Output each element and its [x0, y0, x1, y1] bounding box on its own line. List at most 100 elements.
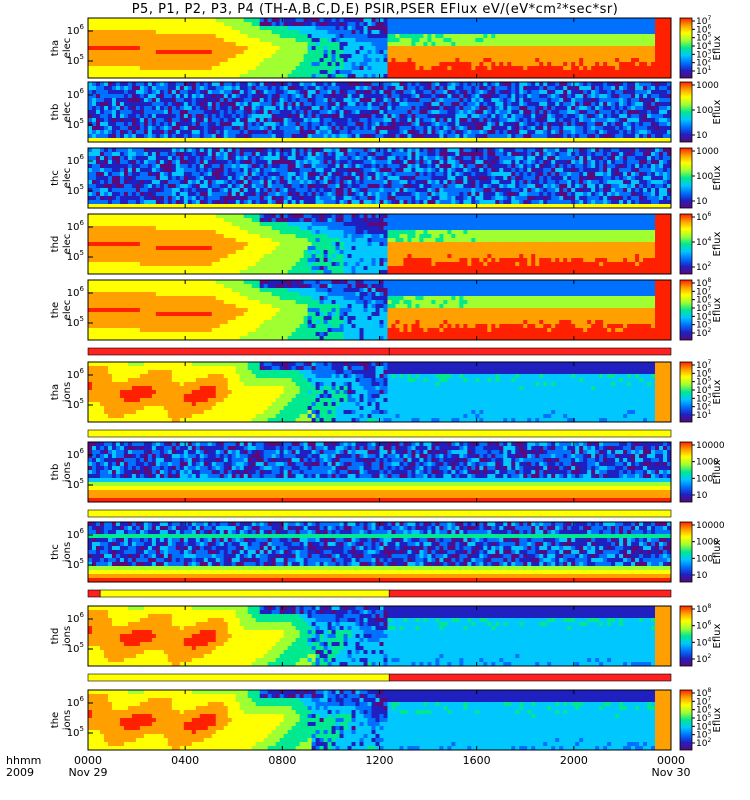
spectrogram-cell: [152, 156, 156, 160]
spectrogram-cell: [383, 38, 387, 42]
spectrogram-cell: [344, 54, 348, 58]
spectrogram-cell: [176, 46, 180, 50]
spectrogram-cell: [200, 114, 204, 118]
colorbar: [680, 82, 692, 142]
spectrogram-cell: [112, 134, 116, 138]
spectrogram-cell: [264, 102, 268, 106]
spectrogram-cell: [124, 126, 128, 130]
spectrogram-cell: [144, 192, 148, 196]
spectrogram-cell: [264, 26, 268, 30]
spectrogram-cell: [228, 22, 232, 26]
spectrogram-cell: [152, 114, 156, 118]
spectrogram-cell: [479, 62, 483, 66]
spectrogram-cell: [208, 98, 212, 102]
spectrogram-cell: [487, 38, 491, 42]
spectrogram-cell: [136, 156, 140, 160]
spectrogram-cell: [344, 94, 348, 98]
spectrogram-cell: [483, 70, 487, 74]
spectrogram-cell: [631, 46, 635, 50]
spectrogram-cell: [140, 148, 144, 152]
spectrogram-cell: [487, 126, 491, 130]
spectrogram-cell: [403, 26, 407, 30]
spectrogram-cell: [312, 86, 316, 90]
spectrogram-cell: [116, 192, 120, 196]
spectrogram-cell: [88, 90, 92, 94]
spectrogram-cell: [483, 34, 487, 38]
spectrogram-cell: [220, 30, 224, 34]
spectrogram-cell: [332, 98, 336, 102]
spectrogram-cell: [603, 114, 607, 118]
spectrogram-cell: [316, 26, 320, 30]
spectrogram-cell: [383, 70, 387, 74]
spectrogram-cell: [248, 126, 252, 130]
spectrogram-cell: [555, 34, 559, 38]
spectrogram-cell: [156, 86, 160, 90]
spectrogram-cell: [583, 94, 587, 98]
spectrogram-cell: [200, 118, 204, 122]
spectrogram-cell: [152, 62, 156, 66]
spectrogram-cell: [248, 122, 252, 126]
spectrogram-cell: [184, 192, 188, 196]
spectrogram-cell: [559, 50, 563, 54]
spectrogram-cell: [575, 54, 579, 58]
spectrogram-cell: [352, 90, 356, 94]
spectrogram-cell: [328, 46, 332, 50]
spectrogram-cell: [172, 42, 176, 46]
spectrogram-cell: [188, 86, 192, 90]
spectrogram-cell: [571, 90, 575, 94]
spectrogram-cell: [268, 134, 272, 138]
spectrogram-cell: [256, 42, 260, 46]
spectrogram-cell: [380, 134, 384, 138]
spectrogram-cell: [88, 134, 92, 138]
spectrogram-cell: [407, 18, 411, 22]
spectrogram-cell: [124, 130, 128, 134]
spectrogram-cell: [443, 62, 447, 66]
spectrogram-cell: [391, 106, 395, 110]
spectrogram-cell: [391, 94, 395, 98]
spectrogram-cell: [483, 42, 487, 46]
spectrogram-cell: [599, 66, 603, 70]
spectrogram-cell: [356, 114, 360, 118]
spectrogram-cell: [639, 134, 643, 138]
spectrogram-cell: [487, 26, 491, 30]
spectrogram-cell: [439, 118, 443, 122]
spectrogram-cell: [360, 94, 364, 98]
spectrogram-cell: [200, 70, 204, 74]
spectrogram-cell: [559, 66, 563, 70]
spectrogram-cell: [344, 62, 348, 66]
spectrogram-cell: [619, 50, 623, 54]
spectrogram-cell: [455, 62, 459, 66]
spectrogram-cell: [423, 134, 427, 138]
spectrogram-cell: [399, 30, 403, 34]
spectrogram-cell: [459, 86, 463, 90]
spectrogram-cell: [340, 46, 344, 50]
spectrogram-cell: [487, 86, 491, 90]
spectrogram-cell: [268, 106, 272, 110]
spectrogram-cell: [535, 94, 539, 98]
spectrogram-cell: [651, 50, 655, 54]
spectrogram-cell: [204, 38, 208, 42]
spectrogram-cell: [328, 30, 332, 34]
spectrogram-cell: [140, 156, 144, 160]
spectrogram-cell: [455, 46, 459, 50]
spectrogram-cell: [92, 192, 96, 196]
spectrogram-cell: [164, 122, 168, 126]
spectrogram-cell: [212, 42, 216, 46]
spectrogram-cell: [364, 82, 368, 86]
spectrogram-cell: [611, 26, 615, 30]
spectrogram-cell: [128, 30, 132, 34]
spectrogram-cell: [344, 82, 348, 86]
spectrogram-cell: [184, 102, 188, 106]
spectrogram-cell: [156, 22, 160, 26]
spectrogram-cell: [276, 126, 280, 130]
spectrogram-cell: [603, 26, 607, 30]
spectrogram-cell: [643, 118, 647, 122]
spectrogram-cell: [427, 54, 431, 58]
spectrogram-cell: [479, 126, 483, 130]
spectrogram-cell: [383, 126, 387, 130]
spectrogram-cell: [244, 66, 248, 70]
spectrogram-cell: [443, 98, 447, 102]
spectrogram-cell: [387, 122, 391, 126]
spectrogram-cell: [511, 38, 515, 42]
spectrogram-cell: [627, 118, 631, 122]
